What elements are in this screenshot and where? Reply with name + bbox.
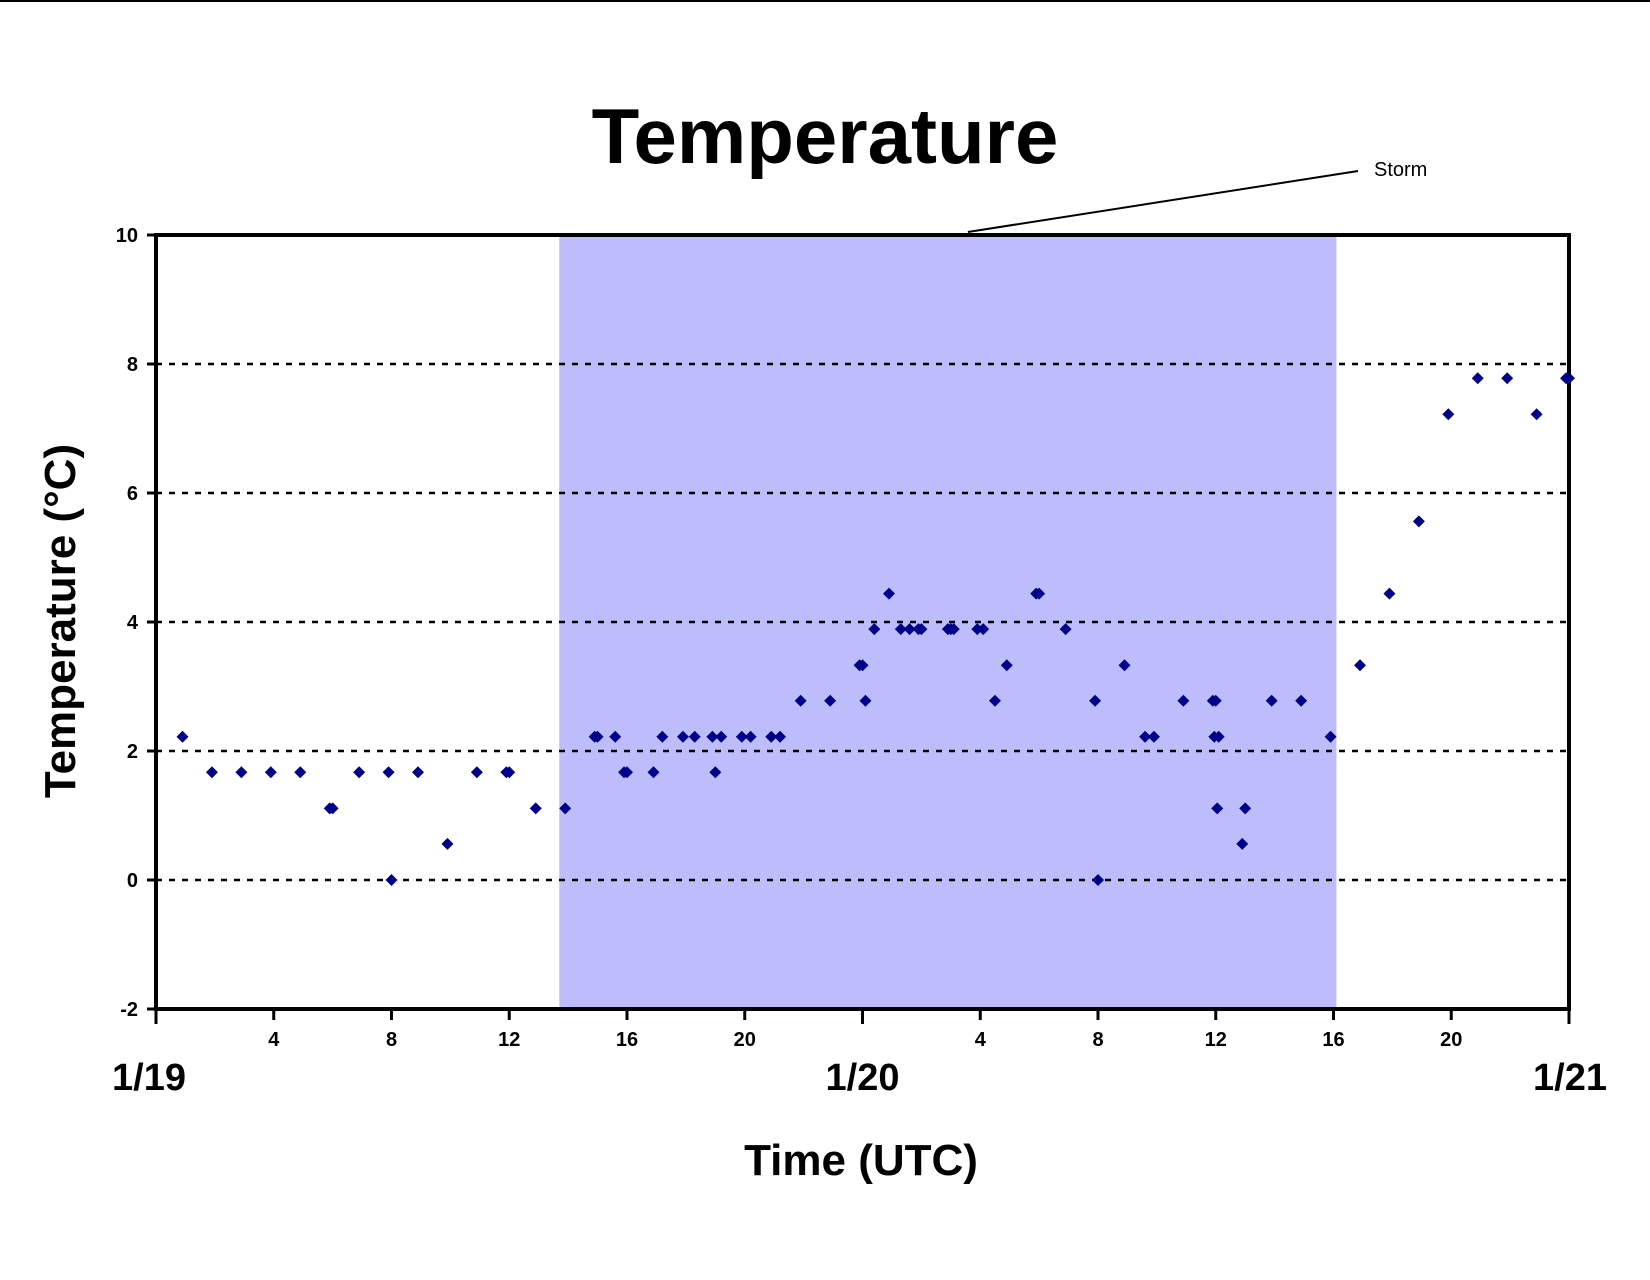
storm-label: Storm	[1374, 159, 1427, 181]
data-point	[176, 730, 189, 743]
x-date-label: 1/20	[826, 1057, 900, 1099]
x-tick-label: 20	[1440, 1029, 1462, 1051]
data-point	[715, 730, 728, 743]
data-point	[529, 802, 542, 815]
data-point	[411, 766, 424, 779]
y-tick-label: 6	[127, 483, 138, 505]
y-tick-label: 0	[127, 870, 138, 892]
data-point	[1089, 694, 1102, 707]
data-point	[794, 694, 807, 707]
data-point	[1059, 623, 1072, 636]
y-tick-label: 4	[127, 612, 139, 634]
data-point	[824, 694, 837, 707]
data-point	[264, 766, 277, 779]
data-point	[1442, 408, 1455, 421]
data-point	[353, 766, 366, 779]
data-point	[977, 623, 990, 636]
data-point	[947, 623, 960, 636]
data-point	[1209, 694, 1222, 707]
chart-title: Temperature	[592, 92, 1059, 180]
data-point	[903, 623, 916, 636]
storm-leader-line	[967, 170, 1359, 233]
data-point	[1177, 694, 1190, 707]
data-points-layer	[176, 372, 1575, 886]
data-point	[688, 730, 701, 743]
x-tick-label: 4	[975, 1029, 987, 1051]
data-point	[1383, 587, 1396, 600]
storm-region	[559, 235, 1337, 1009]
data-point	[503, 766, 516, 779]
x-tick-label: 16	[616, 1029, 638, 1051]
y-tick-label: 8	[127, 354, 138, 376]
y-tick-label: -2	[120, 999, 138, 1021]
x-tick-label: 12	[498, 1029, 520, 1051]
data-point	[382, 766, 395, 779]
data-point	[915, 623, 928, 636]
data-point	[647, 766, 660, 779]
x-date-label: 1/19	[112, 1057, 186, 1099]
data-point	[856, 659, 869, 672]
data-point	[1412, 515, 1425, 528]
data-point	[894, 623, 907, 636]
data-point	[559, 802, 572, 815]
data-point	[1353, 659, 1366, 672]
x-date-label: 1/21	[1533, 1057, 1607, 1099]
data-point	[706, 730, 719, 743]
data-point	[1471, 372, 1484, 385]
data-point	[1265, 694, 1278, 707]
data-point	[235, 766, 248, 779]
data-point	[1211, 802, 1224, 815]
storm-shading-layer	[559, 235, 1337, 1009]
x-tick-label: 20	[734, 1029, 756, 1051]
x-tick-label: 16	[1322, 1029, 1344, 1051]
data-point	[868, 623, 881, 636]
data-point	[621, 766, 633, 779]
data-point	[205, 766, 218, 779]
data-point	[1324, 730, 1337, 743]
data-point	[765, 730, 778, 743]
data-point	[326, 802, 339, 815]
data-point	[676, 730, 689, 743]
annotation-layer: Storm	[967, 159, 1427, 233]
data-point	[735, 730, 748, 743]
data-point	[988, 694, 1001, 707]
data-point	[441, 837, 454, 850]
data-point	[609, 730, 622, 743]
axis-ticks-layer: -2 0 2 4 6 8 10 4 8 12 16 20 4 8 12 16 20 1/19 1/20 1/21	[112, 225, 1607, 1099]
y-axis-title: Temperature (°C)	[36, 444, 85, 798]
data-point	[1501, 372, 1514, 385]
data-point	[1212, 730, 1225, 743]
data-point	[1000, 659, 1013, 672]
data-point	[774, 730, 787, 743]
data-point	[744, 730, 757, 743]
data-point	[1563, 372, 1575, 385]
x-tick-label: 8	[386, 1029, 397, 1051]
data-point	[294, 766, 307, 779]
data-point	[385, 874, 398, 886]
data-point	[1236, 837, 1249, 850]
data-point	[1139, 730, 1152, 743]
data-point	[591, 730, 604, 743]
data-point	[1033, 587, 1046, 600]
y-tick-label: 10	[116, 225, 138, 247]
data-point	[470, 766, 483, 779]
x-tick-label: 12	[1205, 1029, 1227, 1051]
data-point	[859, 694, 872, 707]
data-point	[882, 587, 895, 600]
x-tick-label: 4	[268, 1029, 280, 1051]
x-axis-title: Time (UTC)	[744, 1136, 978, 1185]
x-tick-label: 8	[1092, 1029, 1103, 1051]
data-point	[1118, 659, 1131, 672]
data-point	[1147, 730, 1160, 743]
data-point	[709, 766, 722, 779]
data-point	[1530, 408, 1543, 421]
data-point	[1239, 802, 1252, 815]
data-point	[656, 730, 669, 743]
data-point	[1295, 694, 1308, 707]
data-point	[1092, 874, 1104, 886]
y-tick-label: 2	[127, 741, 138, 763]
